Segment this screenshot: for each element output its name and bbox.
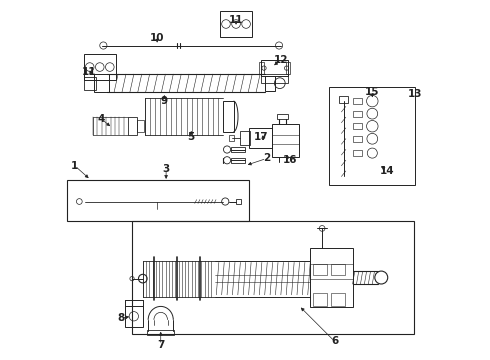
Bar bbox=[313, 293, 327, 306]
Text: 3: 3 bbox=[163, 164, 170, 174]
Bar bbox=[84, 77, 96, 90]
Bar bbox=[128, 117, 137, 135]
Bar bbox=[331, 264, 345, 275]
Bar bbox=[272, 125, 299, 157]
Bar bbox=[265, 76, 275, 91]
Text: 13: 13 bbox=[408, 89, 422, 99]
Bar bbox=[353, 111, 362, 117]
Text: 12: 12 bbox=[273, 55, 288, 65]
Text: 1: 1 bbox=[71, 161, 78, 171]
Text: 16: 16 bbox=[283, 155, 297, 165]
Text: 5: 5 bbox=[188, 132, 195, 142]
Bar bbox=[84, 54, 116, 80]
Bar bbox=[223, 101, 234, 132]
Text: 6: 6 bbox=[331, 336, 338, 346]
Text: 11: 11 bbox=[229, 15, 243, 26]
Text: 9: 9 bbox=[161, 96, 168, 106]
Bar bbox=[220, 12, 252, 37]
Bar bbox=[147, 329, 174, 335]
Bar bbox=[137, 120, 144, 132]
Bar bbox=[240, 131, 250, 145]
Bar bbox=[339, 96, 348, 103]
Bar bbox=[261, 74, 288, 83]
Bar bbox=[310, 248, 353, 307]
Text: 17: 17 bbox=[254, 132, 269, 142]
Bar bbox=[329, 87, 416, 185]
Text: 7: 7 bbox=[157, 340, 165, 350]
Bar bbox=[261, 60, 288, 76]
Text: 8: 8 bbox=[118, 313, 125, 323]
Bar bbox=[95, 74, 109, 92]
Bar bbox=[248, 128, 272, 148]
Text: 11: 11 bbox=[82, 67, 96, 77]
Text: 15: 15 bbox=[365, 87, 380, 97]
Bar bbox=[313, 264, 327, 275]
Bar bbox=[125, 306, 143, 327]
Bar bbox=[353, 150, 362, 156]
Bar bbox=[353, 98, 362, 104]
Text: 2: 2 bbox=[263, 153, 270, 163]
Text: 10: 10 bbox=[150, 33, 164, 43]
Bar bbox=[277, 114, 288, 119]
Bar bbox=[231, 158, 245, 163]
Bar bbox=[331, 293, 345, 306]
Bar bbox=[259, 62, 264, 74]
Bar bbox=[231, 147, 245, 152]
Bar bbox=[353, 136, 362, 141]
Bar bbox=[236, 199, 242, 204]
Text: 14: 14 bbox=[379, 166, 394, 176]
Bar bbox=[229, 135, 234, 140]
Bar bbox=[353, 123, 362, 129]
Text: 4: 4 bbox=[98, 114, 105, 124]
Bar bbox=[286, 62, 290, 74]
